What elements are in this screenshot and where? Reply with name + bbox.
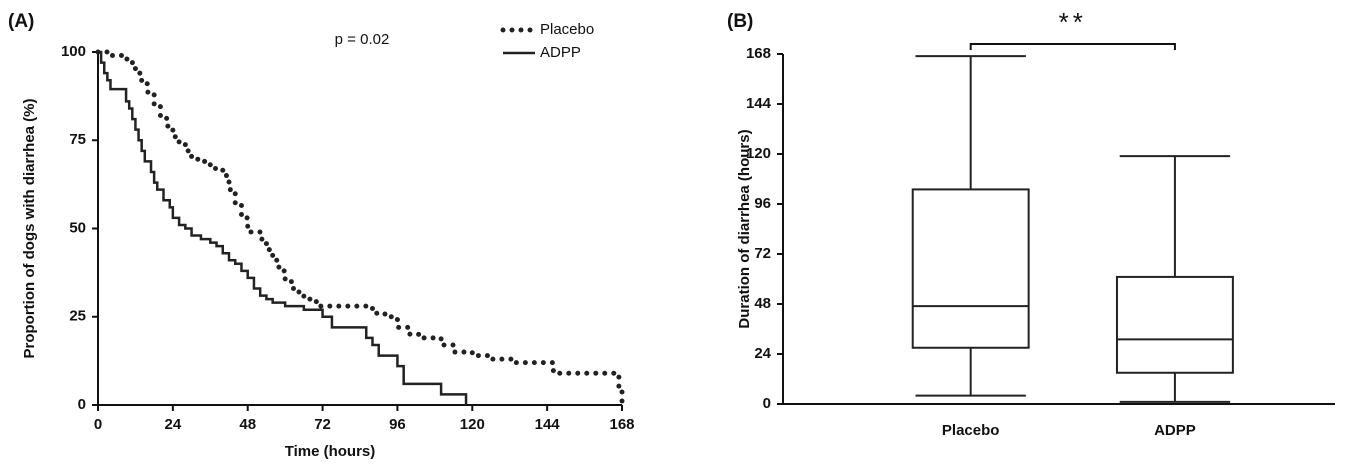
y-tick-label: 96 [754,195,771,212]
annotation: p = 0.02 [335,31,390,48]
km-curve [95,49,625,408]
x-tick-label: Placebo [942,422,1000,439]
y-tick-label: 75 [69,131,86,148]
legend-label: Placebo [540,21,594,38]
annotation: ** [1059,7,1087,37]
y-tick-label: 144 [746,95,772,112]
y-tick-label: 24 [754,345,771,362]
y-tick-label: 0 [78,396,86,413]
x-axis-label: Time (hours) [285,443,376,460]
legend-label: ADPP [540,44,581,61]
y-tick-label: 50 [69,219,86,236]
y-tick-label: 72 [754,245,771,262]
panel-label: (A) [8,11,34,32]
y-tick-label: 100 [61,43,86,60]
x-tick-label: ADPP [1154,422,1196,439]
x-tick-label: 168 [609,416,634,433]
y-tick-label: 25 [69,308,86,325]
x-tick-label: 96 [389,416,406,433]
x-tick-label: 24 [165,416,182,433]
y-tick-label: 168 [746,45,771,62]
significance-bracket [969,43,1176,50]
panel-label: (B) [727,11,753,32]
km-curve [98,50,468,405]
box [1115,275,1234,374]
x-tick-label: 48 [239,416,256,433]
y-tick-label: 48 [754,295,771,312]
x-tick-label: 72 [314,416,331,433]
y-axis-label: Proportion of dogs with diarrhea (%) [21,99,38,359]
x-tick-label: 144 [535,416,561,433]
y-tick-label: 0 [763,395,771,412]
x-tick-label: 0 [94,416,102,433]
x-tick-label: 120 [460,416,485,433]
box [911,188,1030,349]
y-axis-label: Duration of diarrhea (hours) [736,129,753,328]
y-tick-label: 120 [746,145,771,162]
